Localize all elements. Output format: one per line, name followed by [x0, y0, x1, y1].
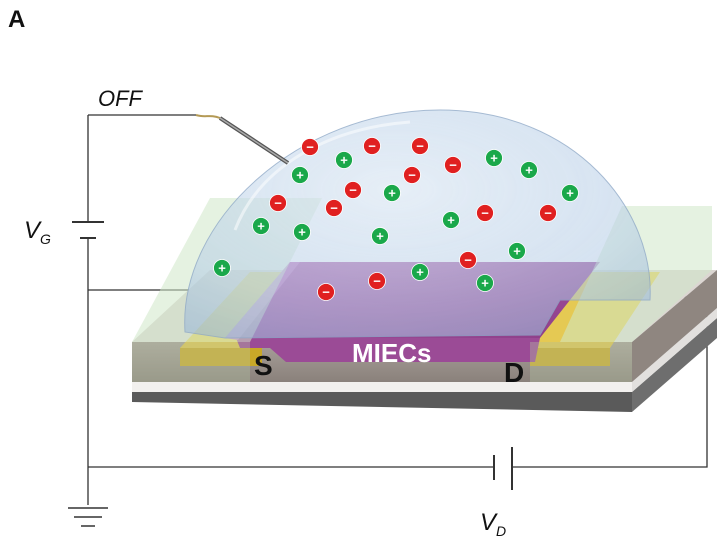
drain-voltage-label: VD	[480, 509, 506, 539]
positive-ion: +	[371, 227, 389, 245]
negative-ion: −	[411, 137, 429, 155]
positive-ion: +	[293, 223, 311, 241]
right-block-front	[530, 342, 632, 382]
positive-ion-symbol: +	[218, 261, 226, 276]
negative-ion-symbol: −	[330, 201, 338, 216]
switch-state-label: OFF	[98, 86, 144, 111]
positive-ion: +	[335, 151, 353, 169]
positive-ion-symbol: +	[481, 276, 489, 291]
negative-ion-symbol: −	[373, 274, 381, 289]
negative-ion-symbol: −	[274, 196, 282, 211]
positive-ion-symbol: +	[525, 163, 533, 178]
negative-ion-symbol: −	[464, 253, 472, 268]
positive-ion-symbol: +	[340, 153, 348, 168]
negative-ion-symbol: −	[322, 285, 330, 300]
negative-ion: −	[269, 194, 287, 212]
channel-label: MIECs	[352, 338, 431, 368]
insulator-layer	[132, 382, 632, 392]
source-electrode-front	[180, 348, 262, 366]
negative-ion: −	[301, 138, 319, 156]
positive-ion: +	[476, 274, 494, 292]
negative-ion: −	[363, 137, 381, 155]
drain-label: D	[504, 357, 524, 388]
gate-voltage-label: VG	[24, 217, 51, 247]
substrate-right-side	[632, 270, 717, 382]
negative-ion-symbol: −	[306, 140, 314, 155]
positive-ion: +	[520, 161, 538, 179]
positive-ion-symbol: +	[566, 186, 574, 201]
negative-ion-symbol: −	[481, 206, 489, 221]
positive-ion-symbol: +	[490, 151, 498, 166]
left-block-front	[132, 342, 250, 382]
positive-ion: +	[252, 217, 270, 235]
positive-ion-symbol: +	[296, 168, 304, 183]
positive-ion-symbol: +	[447, 213, 455, 228]
positive-ion: +	[561, 184, 579, 202]
ground-symbol	[68, 507, 108, 527]
positive-ion: +	[411, 263, 429, 281]
negative-ion: −	[317, 283, 335, 301]
source-label: S	[254, 350, 273, 381]
positive-ion-symbol: +	[416, 265, 424, 280]
negative-ion: −	[476, 204, 494, 222]
positive-ion-symbol: +	[388, 186, 396, 201]
negative-ion: −	[344, 181, 362, 199]
gate-probe-tip	[195, 114, 221, 119]
negative-ion: −	[444, 156, 462, 174]
positive-ion: +	[485, 149, 503, 167]
negative-ion-symbol: −	[544, 206, 552, 221]
positive-ion-symbol: +	[257, 219, 265, 234]
positive-ion: +	[383, 184, 401, 202]
drain-electrode-front	[530, 348, 610, 366]
negative-ion-symbol: −	[349, 183, 357, 198]
negative-ion: −	[403, 166, 421, 184]
negative-ion-symbol: −	[368, 139, 376, 154]
positive-ion-symbol: +	[513, 244, 521, 259]
drain-battery-symbol	[493, 447, 513, 490]
negative-ion-symbol: −	[416, 139, 424, 154]
gate-battery-symbol	[72, 221, 104, 239]
miec-channel-front	[236, 338, 540, 362]
base-slab-right	[632, 318, 717, 412]
positive-ion: +	[291, 166, 309, 184]
dome-highlight	[233, 120, 411, 231]
insulator-layer-right	[632, 308, 717, 392]
base-slab-side	[132, 392, 632, 412]
positive-ion: +	[213, 259, 231, 277]
negative-ion-symbol: −	[449, 158, 457, 173]
positive-ion-symbol: +	[376, 229, 384, 244]
negative-ion: −	[459, 251, 477, 269]
ion-layer: − − −−−−− − − −−−−+++++ +++ + +++ ++	[213, 137, 579, 301]
positive-ion: +	[508, 242, 526, 260]
negative-ion: −	[368, 272, 386, 290]
negative-ion: −	[539, 204, 557, 222]
positive-ion-symbol: +	[298, 225, 306, 240]
negative-ion: −	[325, 199, 343, 217]
negative-ion-symbol: −	[408, 168, 416, 183]
positive-ion: +	[442, 211, 460, 229]
panel-label: A	[8, 6, 26, 33]
